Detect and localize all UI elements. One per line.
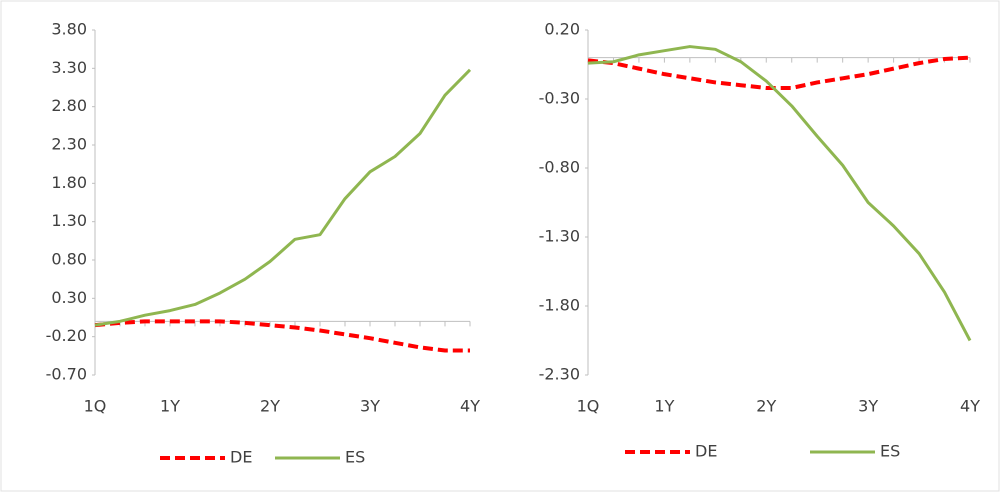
x-tick-label: 2Y: [756, 397, 776, 416]
y-tick-label: 1.30: [51, 211, 87, 230]
x-tick-label: 1Q: [577, 397, 600, 416]
y-tick-label: 2.30: [51, 135, 87, 154]
x-tick-label: 1Q: [84, 397, 107, 416]
series-line: [94, 319, 470, 353]
legend-label: DE: [230, 448, 252, 467]
y-tick-label: -0.20: [46, 326, 87, 345]
x-tick-label: 3Y: [858, 397, 878, 416]
y-tick-label: -1.30: [539, 227, 580, 246]
y-tick-label: 0.30: [51, 288, 87, 307]
y-tick-label: 1.80: [51, 173, 87, 192]
y-tick-label: -0.80: [539, 158, 580, 177]
legend-label: ES: [345, 448, 365, 467]
y-tick-label: -0.30: [539, 89, 580, 108]
y-tick-label: 3.80: [51, 20, 87, 39]
x-tick-label: 2Y: [260, 397, 280, 416]
y-tick-label: 0.80: [51, 250, 87, 269]
x-tick-label: 3Y: [360, 397, 380, 416]
legend-label: DE: [695, 442, 717, 461]
y-tick-label: -2.30: [539, 365, 580, 384]
legend-label: ES: [880, 442, 900, 461]
series-line: [587, 45, 972, 342]
x-tick-label: 4Y: [960, 397, 980, 416]
series-line: [94, 68, 472, 327]
y-tick-label: 3.30: [51, 58, 87, 77]
x-tick-label: 1Y: [160, 397, 180, 416]
y-tick-label: -0.70: [46, 365, 87, 384]
y-tick-label: -1.80: [539, 296, 580, 315]
y-tick-label: 2.80: [51, 96, 87, 115]
series-line: [587, 55, 971, 90]
x-tick-label: 1Y: [654, 397, 674, 416]
y-tick-label: 0.20: [544, 20, 580, 39]
x-tick-label: 4Y: [460, 397, 480, 416]
